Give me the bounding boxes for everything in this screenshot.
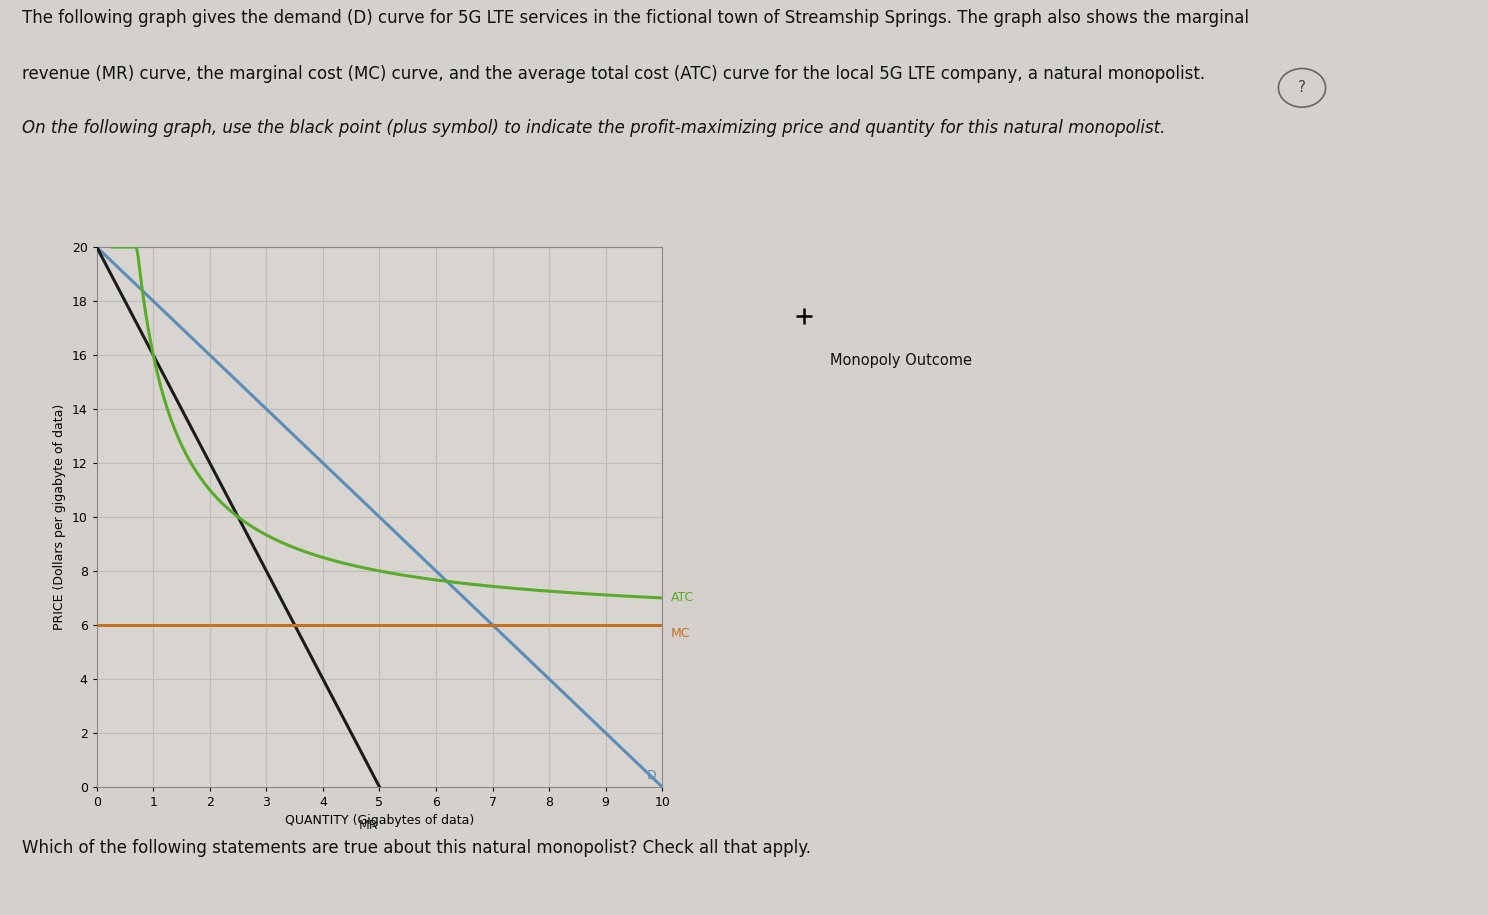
Text: Which of the following statements are true about this natural monopolist? Check : Which of the following statements are tr… (22, 839, 811, 857)
Text: On the following graph, use the black point (plus symbol) to indicate the profit: On the following graph, use the black po… (22, 119, 1165, 137)
Text: D: D (647, 769, 656, 781)
Text: MR: MR (359, 819, 378, 833)
X-axis label: QUANTITY (Gigabytes of data): QUANTITY (Gigabytes of data) (284, 814, 475, 827)
Text: revenue (MR) curve, the marginal cost (MC) curve, and the average total cost (AT: revenue (MR) curve, the marginal cost (M… (22, 64, 1205, 82)
Text: The following graph gives the demand (D) curve for 5G LTE services in the fictio: The following graph gives the demand (D)… (22, 9, 1250, 27)
Text: MC: MC (671, 627, 690, 640)
Y-axis label: PRICE (Dollars per gigabyte of data): PRICE (Dollars per gigabyte of data) (54, 404, 67, 630)
Text: ?: ? (1298, 81, 1306, 95)
Text: Monopoly Outcome: Monopoly Outcome (830, 353, 973, 369)
Text: ATC: ATC (671, 591, 693, 605)
